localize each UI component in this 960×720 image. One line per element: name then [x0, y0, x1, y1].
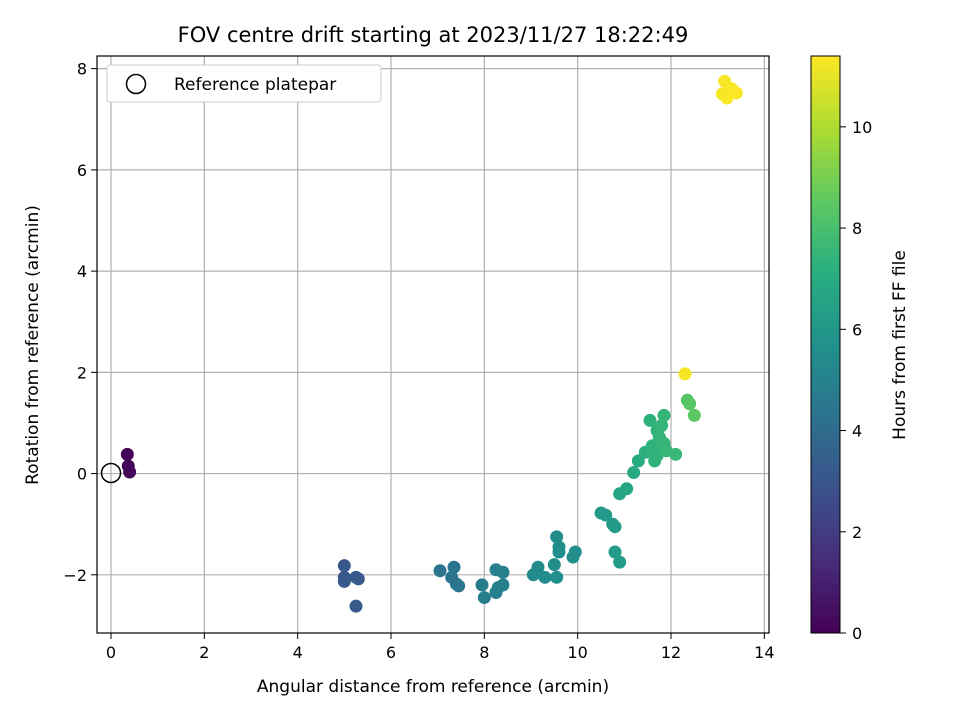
- data-point: [627, 466, 641, 480]
- reference-platepar-marker: [100, 462, 122, 484]
- data-point: [337, 574, 351, 588]
- x-tick-label: 4: [293, 643, 303, 662]
- data-point: [120, 447, 134, 461]
- data-point: [123, 465, 137, 479]
- data-point: [620, 482, 634, 496]
- data-point: [496, 565, 510, 579]
- data-point: [351, 572, 365, 586]
- data-point: [687, 408, 701, 422]
- y-tick-label: 0: [77, 465, 87, 484]
- data-point: [452, 579, 466, 593]
- data-point: [655, 418, 669, 432]
- data-point: [729, 86, 743, 100]
- colorbar-tick-label: 6: [852, 320, 862, 339]
- data-point: [613, 555, 627, 569]
- y-tick-label: −2: [63, 566, 87, 585]
- y-axis-label: Rotation from reference (arcmin): [23, 205, 43, 485]
- colorbar-label: Hours from first FF file: [890, 250, 910, 440]
- data-point: [599, 508, 613, 522]
- colorbar-tick-label: 4: [852, 422, 862, 441]
- colorbar-gradient: [811, 56, 840, 633]
- y-tick-label: 4: [77, 262, 87, 281]
- data-point: [475, 578, 489, 592]
- data-point: [496, 578, 510, 592]
- x-tick-label: 10: [567, 643, 587, 662]
- data-point: [631, 454, 645, 468]
- x-axis-label: Angular distance from reference (arcmin): [257, 677, 609, 697]
- legend: Reference platepar: [106, 64, 382, 103]
- data-point: [645, 444, 659, 458]
- colorbar-tick-label: 10: [852, 118, 872, 137]
- data-point: [657, 408, 671, 422]
- x-tick-label: 14: [754, 643, 774, 662]
- plot-frame: [96, 55, 770, 634]
- data-point: [477, 591, 491, 605]
- data-point: [538, 570, 552, 584]
- data-point: [608, 520, 622, 534]
- grid-lines: [97, 56, 769, 633]
- data-point: [678, 367, 692, 381]
- x-tick-label: 0: [106, 643, 116, 662]
- y-tick-label: 8: [77, 60, 87, 79]
- legend-label: Reference platepar: [174, 75, 336, 95]
- colorbar: 0 2 4 6 8 10 Hours from first FF file: [810, 55, 910, 643]
- legend-box: [106, 64, 382, 103]
- x-axis-ticks: 0 2 4 6 8 10 12 14: [106, 633, 775, 662]
- x-tick-label: 2: [199, 643, 209, 662]
- data-points: [120, 74, 743, 613]
- data-point: [550, 530, 564, 544]
- legend-marker-icon: [125, 73, 147, 95]
- data-point: [643, 413, 657, 427]
- colorbar-tick-label: 2: [852, 523, 862, 542]
- data-point: [550, 570, 564, 584]
- data-point: [568, 545, 582, 559]
- data-point: [547, 558, 561, 572]
- data-point: [608, 545, 622, 559]
- data-point: [433, 564, 447, 578]
- chart-title: FOV centre drift starting at 2023/11/27 …: [178, 23, 689, 47]
- x-tick-label: 6: [386, 643, 396, 662]
- data-point: [652, 430, 666, 444]
- colorbar-frame: [810, 55, 841, 634]
- y-tick-label: 6: [77, 161, 87, 180]
- data-point: [531, 560, 545, 574]
- colorbar-tick-label: 8: [852, 219, 862, 238]
- data-point: [552, 545, 566, 559]
- colorbar-tick-label: 0: [852, 624, 862, 643]
- data-point: [337, 559, 351, 573]
- data-point: [669, 447, 683, 461]
- x-tick-label: 12: [661, 643, 681, 662]
- y-axis-ticks: −2 0 2 4 6 8: [63, 60, 97, 585]
- data-point: [349, 599, 363, 613]
- data-point: [447, 560, 461, 574]
- data-point: [683, 397, 697, 411]
- colorbar-ticks: 0 2 4 6 8 10: [840, 118, 872, 643]
- x-tick-label: 8: [479, 643, 489, 662]
- y-tick-label: 2: [77, 363, 87, 382]
